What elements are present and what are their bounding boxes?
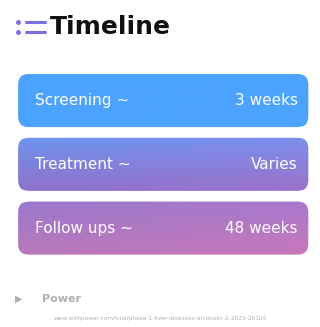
Text: Follow ups ~: Follow ups ~: [35, 221, 133, 235]
Text: Treatment ~: Treatment ~: [35, 157, 131, 172]
Text: ▶: ▶: [15, 294, 23, 304]
Text: Timeline: Timeline: [50, 15, 171, 39]
Text: 48 weeks: 48 weeks: [225, 221, 298, 235]
Text: Screening ~: Screening ~: [35, 93, 129, 108]
Text: www.withpower.com/trial/phase-1-liver-diseases-alcoholic-2-2021-201b5: www.withpower.com/trial/phase-1-liver-di…: [53, 316, 267, 321]
Text: Power: Power: [42, 294, 81, 304]
Text: Varies: Varies: [251, 157, 298, 172]
Text: 3 weeks: 3 weeks: [235, 93, 298, 108]
